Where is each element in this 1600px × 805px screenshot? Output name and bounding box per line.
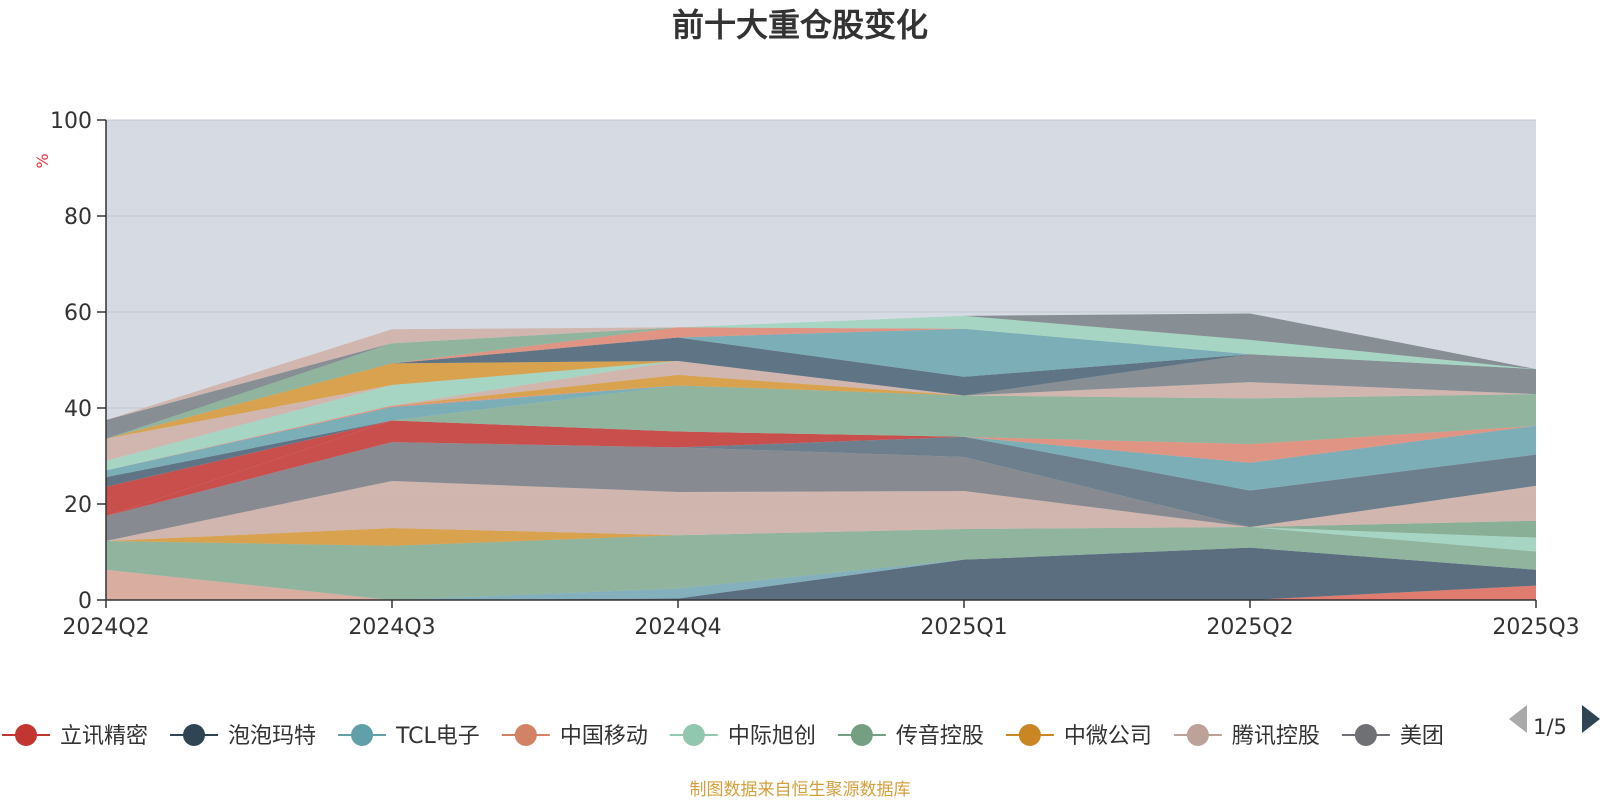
legend-prev-icon[interactable] (1509, 705, 1527, 733)
y-tick-label: 40 (64, 397, 92, 422)
legend-item-中国移动[interactable]: 中国移动 (501, 724, 648, 749)
y-axis-label: % (33, 153, 52, 168)
y-tick-label: 0 (78, 589, 92, 614)
area-band-TCL电子[interactable] (106, 425, 1536, 516)
legend-label: 中际旭创 (728, 724, 816, 749)
legend-label: 传音控股 (896, 724, 984, 749)
legend-marker-icon (1186, 724, 1209, 746)
area-band-泡泡玛特[interactable] (106, 547, 1536, 600)
legend-label: 腾讯控股 (1232, 724, 1320, 749)
area-band-中国移动[interactable] (106, 327, 1536, 439)
legend-marker-icon (1018, 724, 1041, 746)
area-band-中国移动[interactable] (106, 425, 1536, 516)
area-band-中际旭创[interactable] (106, 315, 1536, 439)
x-tick-label: 2024Q2 (62, 615, 149, 640)
legend-label: TCL电子 (395, 724, 480, 749)
legend-marker-icon (183, 724, 206, 746)
legend-label: 中国移动 (560, 724, 648, 749)
area-band-泡泡玛特[interactable] (106, 337, 1536, 439)
legend-next-icon[interactable] (1582, 705, 1600, 733)
legend: 立讯精密 泡泡玛特 TCL电子 中国移动 中际旭创 传音控股 中微公司 腾讯控股 美团 (2, 724, 1444, 749)
legend-page-indicator: 1/5 (1533, 715, 1567, 739)
legend-item-立讯精密[interactable]: 立讯精密 (2, 724, 148, 749)
legend-marker-icon (351, 724, 374, 746)
axes: 0 20 40 60 80 100 2024Q2 2024Q3 2024Q4 2025Q1 2025… (50, 109, 1580, 640)
y-tick-label: 80 (64, 205, 92, 230)
legend-label: 立讯精密 (60, 724, 148, 749)
legend-marker-icon (682, 724, 705, 746)
area-band-传音控股[interactable] (106, 527, 1536, 600)
source-note: 制图数据来自恒生聚源数据库 (690, 780, 911, 800)
legend-label: 中微公司 (1064, 724, 1152, 749)
area-band-腾讯控股[interactable] (106, 569, 1536, 600)
y-tick-label: 100 (50, 109, 92, 134)
area-band-腾讯控股[interactable] (106, 480, 1536, 541)
area-series (106, 313, 1536, 600)
legend-marker-icon (850, 724, 873, 746)
legend-item-腾讯控股[interactable]: 腾讯控股 (1173, 724, 1320, 749)
x-tick-label: 2025Q2 (1206, 615, 1293, 640)
legend-item-传音控股[interactable]: 传音控股 (837, 724, 984, 749)
area-band-传音控股[interactable] (106, 385, 1536, 487)
y-tick-label: 60 (64, 301, 92, 326)
area-band-立讯精密[interactable] (106, 420, 1536, 516)
legend-marker-icon (514, 724, 537, 746)
area-band-中际旭创[interactable] (106, 354, 1536, 471)
area-band-传音控股[interactable] (106, 315, 1536, 439)
area-band-腾讯控股[interactable] (106, 360, 1536, 471)
area-band-TCL电子[interactable] (106, 328, 1536, 439)
chart-title: 前十大重仓股变化 (672, 6, 928, 44)
area-band-美团[interactable] (106, 442, 1536, 541)
area-band-美团[interactable] (106, 354, 1536, 471)
legend-item-TCL电子[interactable]: TCL电子 (338, 724, 480, 749)
x-tick-label: 2024Q3 (348, 615, 435, 640)
legend-item-美团[interactable]: 美团 (1341, 724, 1444, 749)
x-tick-label: 2025Q1 (920, 615, 1007, 640)
legend-marker-icon (15, 724, 37, 746)
y-tick-label: 20 (64, 493, 92, 518)
legend-item-泡泡玛特[interactable]: 泡泡玛特 (170, 724, 316, 749)
legend-label: 美团 (1400, 724, 1444, 749)
area-band-中微公司[interactable] (106, 374, 1536, 471)
legend-item-中际旭创[interactable]: 中际旭创 (669, 724, 816, 749)
x-tick-label: 2024Q4 (634, 615, 721, 640)
area-band-中国移动[interactable] (106, 569, 1536, 600)
area-band-泡泡玛特[interactable] (106, 436, 1536, 528)
area-band-中微公司[interactable] (106, 354, 1536, 439)
legend-pager: 1/5 (1509, 705, 1600, 739)
legend-label: 泡泡玛特 (228, 724, 316, 749)
x-tick-label: 2025Q3 (1492, 615, 1579, 640)
area-band-TCL电子[interactable] (106, 385, 1536, 478)
area-band-中微公司[interactable] (106, 520, 1536, 546)
legend-marker-icon (1354, 724, 1377, 746)
legend-item-中微公司[interactable]: 中微公司 (1005, 724, 1152, 749)
